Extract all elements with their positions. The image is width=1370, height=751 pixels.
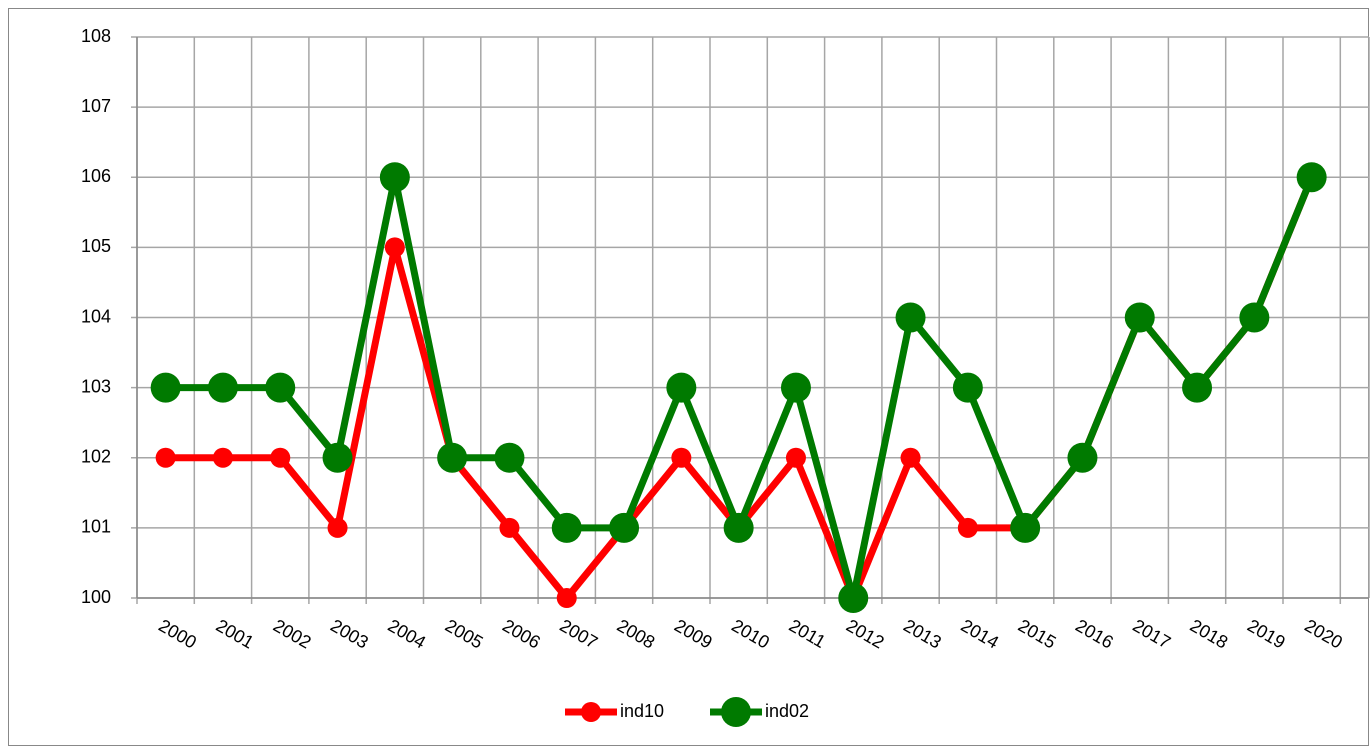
- point: [952, 372, 983, 403]
- point: [1296, 162, 1327, 193]
- point: [666, 372, 697, 403]
- point: [1182, 372, 1213, 403]
- y-tick-label: 103: [81, 376, 111, 396]
- point: [895, 302, 926, 333]
- y-tick-label: 101: [81, 517, 111, 537]
- legend-marker: [581, 702, 601, 722]
- y-tick-label: 104: [81, 306, 111, 326]
- point: [1124, 302, 1155, 333]
- point: [900, 447, 921, 468]
- point: [1010, 512, 1041, 543]
- point: [551, 512, 582, 543]
- point: [327, 517, 348, 538]
- point: [785, 447, 806, 468]
- point: [609, 512, 640, 543]
- point: [1067, 442, 1098, 473]
- series: [150, 162, 1327, 613]
- point: [270, 447, 291, 468]
- point: [379, 162, 410, 193]
- point: [494, 442, 525, 473]
- y-tick-label: 107: [81, 96, 111, 116]
- point: [150, 372, 181, 403]
- point: [322, 442, 353, 473]
- point: [212, 447, 233, 468]
- point: [1239, 302, 1270, 333]
- legend-label: ind02: [765, 701, 809, 721]
- legend-marker: [721, 697, 751, 727]
- y-tick-label: 105: [81, 236, 111, 256]
- point: [265, 372, 296, 403]
- point: [155, 447, 176, 468]
- y-tick-label: 102: [81, 447, 111, 467]
- y-tick-label: 108: [81, 26, 111, 46]
- point: [723, 512, 754, 543]
- point: [957, 517, 978, 538]
- point: [671, 447, 692, 468]
- legend-label: ind10: [620, 701, 664, 721]
- y-tick-label: 100: [81, 587, 111, 607]
- point: [437, 442, 468, 473]
- point: [780, 372, 811, 403]
- y-tick-label: 106: [81, 166, 111, 186]
- point: [556, 588, 577, 608]
- point: [384, 237, 405, 258]
- point: [207, 372, 238, 403]
- point: [838, 583, 869, 613]
- point: [499, 517, 520, 538]
